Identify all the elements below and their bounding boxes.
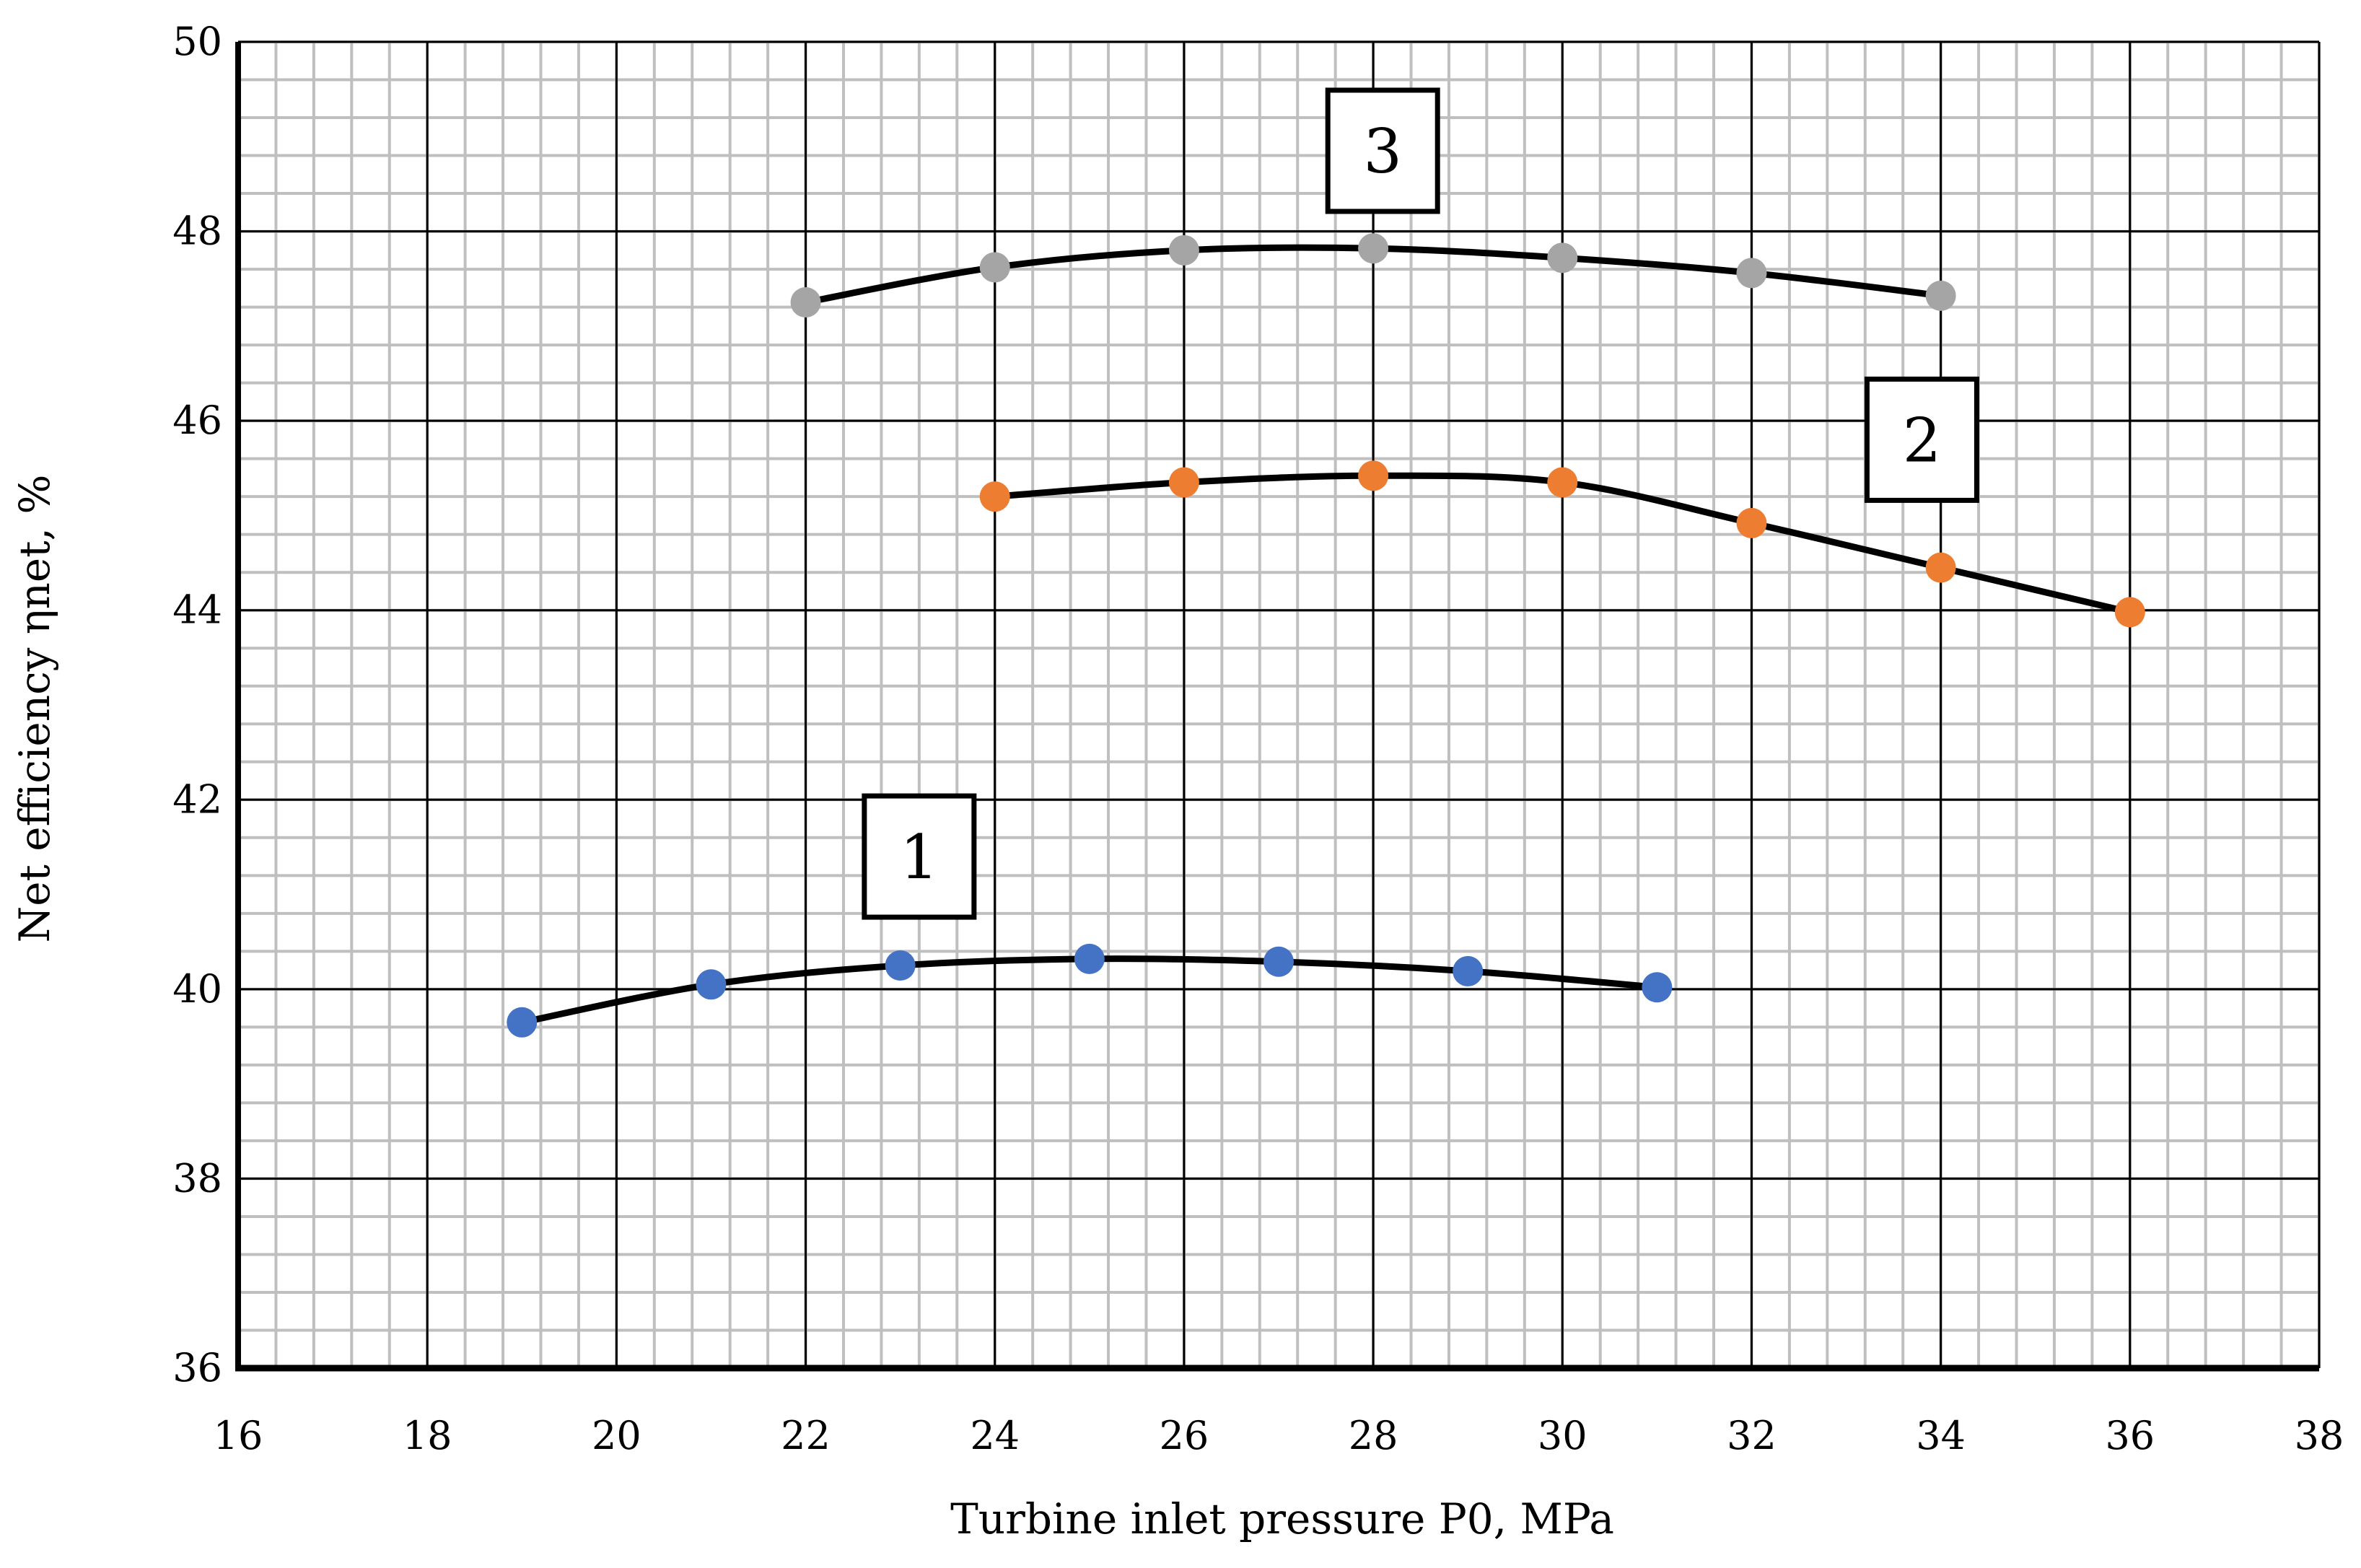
x-tick-label: 24 (970, 1413, 1020, 1458)
x-tick-label: 32 (1727, 1413, 1777, 1458)
series-1-point (1263, 946, 1294, 977)
major-grid (237, 40, 2321, 1370)
y-tick-label: 38 (172, 1155, 222, 1201)
curve-label-text: 3 (1363, 116, 1401, 187)
y-tick-label: 40 (172, 966, 222, 1012)
x-tick-label: 30 (1538, 1413, 1587, 1458)
series-3-point (1925, 280, 1956, 311)
series-3-point (979, 252, 1010, 283)
series-1-point (1642, 972, 1673, 1003)
y-tick-label: 48 (172, 209, 222, 254)
x-axis-title: Turbine inlet pressure P0, MPa (950, 1494, 1614, 1543)
series-3-point (790, 287, 821, 318)
series-2-point (1358, 460, 1389, 491)
x-tick-label: 36 (2105, 1413, 2155, 1458)
series-3-point (1358, 233, 1389, 264)
series-2-point (1925, 552, 1956, 583)
curve-label-text: 1 (900, 822, 938, 893)
x-tick-label: 20 (592, 1413, 641, 1458)
x-tick-labels: 16 18 20 22 24 26 28 30 32 34 36 38 (214, 1413, 2344, 1458)
x-tick-label: 16 (214, 1413, 263, 1458)
series-3-point (1547, 242, 1578, 273)
series-3-point (1168, 235, 1199, 266)
x-tick-label: 28 (1349, 1413, 1398, 1458)
series-2-point (1547, 467, 1578, 498)
x-tick-label: 34 (1916, 1413, 1966, 1458)
minor-grid (237, 40, 2321, 1370)
y-tick-label: 46 (172, 398, 222, 443)
series-3-point (1736, 258, 1767, 289)
curve-label-box (862, 793, 977, 920)
series-2-point (979, 481, 1010, 512)
series-2-point (2114, 597, 2145, 628)
y-tick-label: 44 (172, 587, 222, 633)
data-points (507, 233, 2145, 1038)
curve-label-box (1325, 87, 1440, 214)
y-tick-label: 36 (172, 1345, 222, 1390)
curve-label-box (1864, 376, 1979, 503)
curve-label-text: 2 (1903, 405, 1941, 476)
x-tick-label: 26 (1160, 1413, 1209, 1458)
series-1-point (696, 969, 727, 1000)
curve-labels: 1 2 3 (862, 87, 1979, 920)
series-2-point (1736, 507, 1767, 538)
x-tick-label: 38 (2295, 1413, 2344, 1458)
y-tick-label: 42 (172, 776, 222, 822)
series-1-point (885, 950, 916, 981)
series-1-point (507, 1007, 538, 1038)
curves (518, 244, 2134, 1026)
series-2-point (1168, 467, 1199, 498)
y-tick-label: 50 (172, 19, 222, 64)
series-1-point (1074, 943, 1105, 974)
axes (235, 42, 2319, 1372)
x-tick-label: 18 (403, 1413, 452, 1458)
y-tick-labels: 36 38 40 42 44 46 48 50 (172, 19, 222, 1390)
x-tick-label: 22 (781, 1413, 831, 1458)
series-1-point (1453, 955, 1484, 986)
y-axis-title: Net efficiency ηnet, % (10, 474, 59, 942)
